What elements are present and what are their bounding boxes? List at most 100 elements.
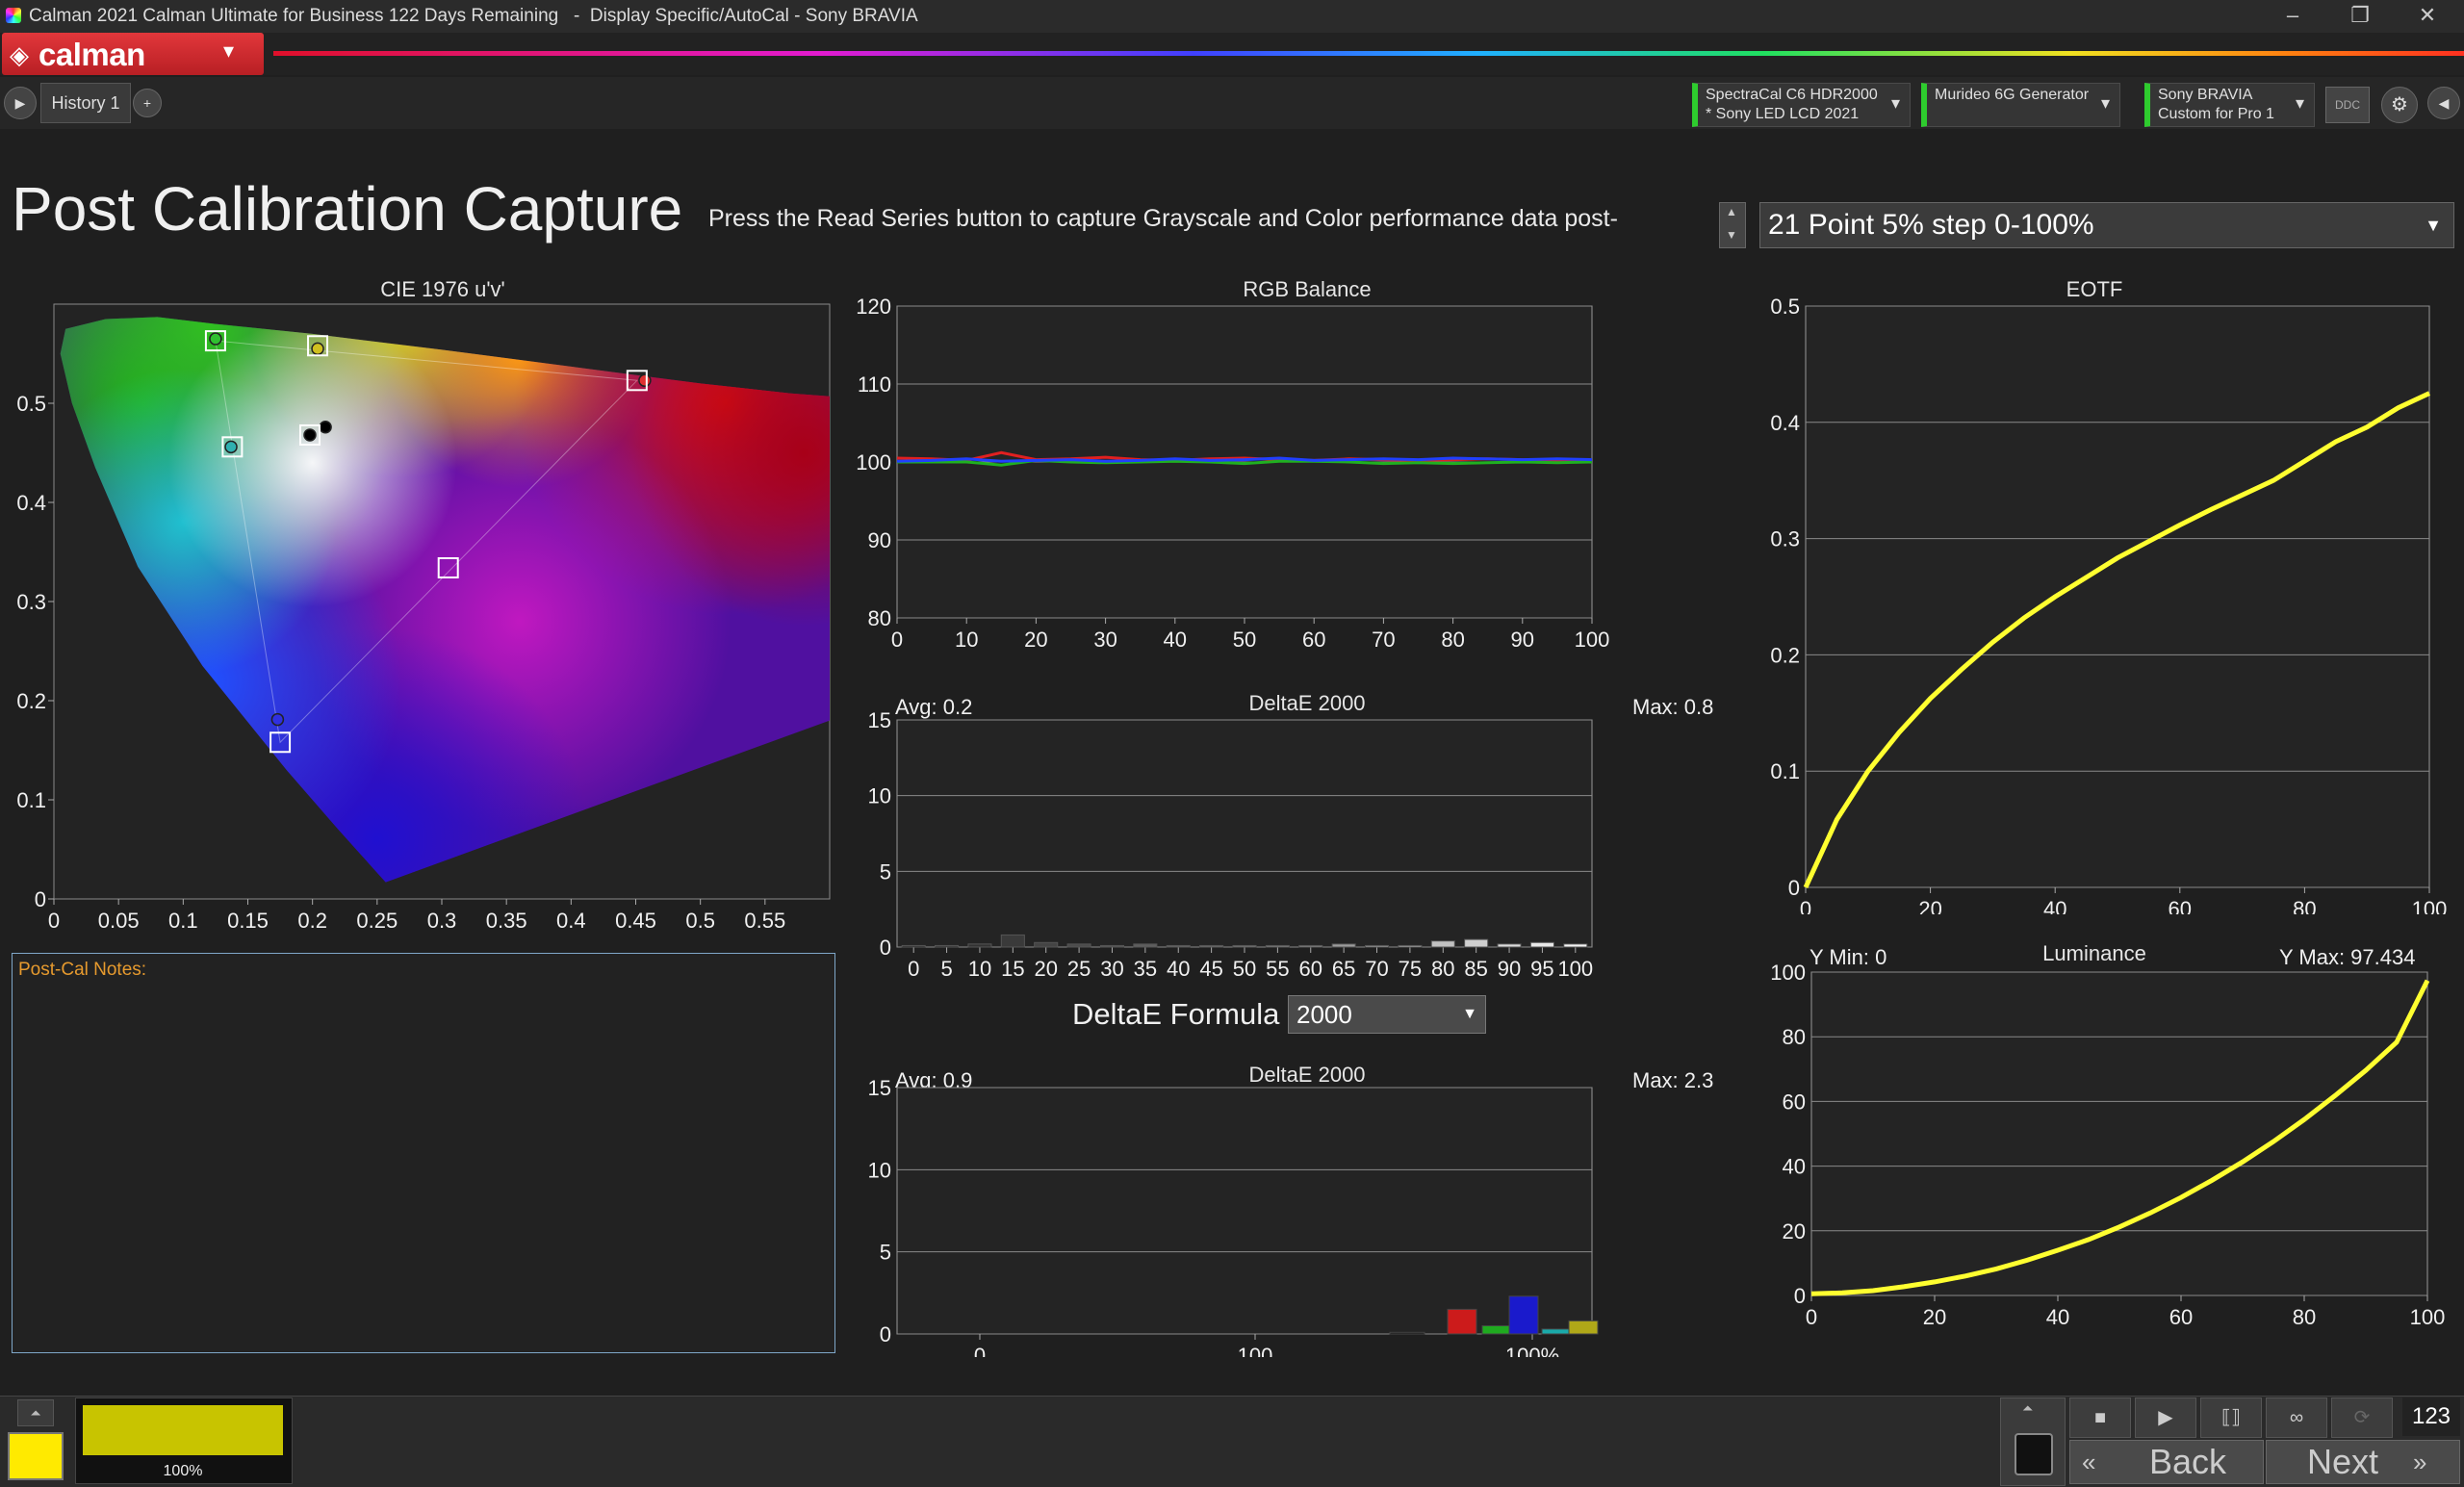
restore-icon[interactable]: ❐ [2350, 3, 2370, 27]
x-tick-label: 35 [1134, 957, 1157, 981]
add-tab-button[interactable]: + [133, 89, 162, 117]
post-cal-notes[interactable]: Post-Cal Notes: [12, 953, 835, 1353]
x-tick-label: 40 [2046, 1305, 2069, 1329]
rainbow-strip [273, 51, 2464, 56]
x-tick-label: 70 [1365, 957, 1388, 981]
read-series-icon[interactable]: ⟦⟧ [2200, 1397, 2262, 1438]
next-button[interactable]: Next » [2266, 1440, 2460, 1484]
series-line [896, 456, 1593, 463]
arrow-up-icon[interactable]: ▲ [1726, 205, 1737, 218]
x-tick-label: 60 [2169, 897, 2192, 914]
device-line1: Sony BRAVIA [2158, 87, 2253, 103]
x-tick-label: 0.05 [98, 909, 140, 933]
gear-icon[interactable]: ⚙ [2381, 87, 2418, 123]
chevron-up-icon: ⏶ [2022, 1400, 2034, 1416]
minimize-icon[interactable]: – [2286, 3, 2299, 27]
deltae-bar [901, 944, 926, 948]
meter-device-selector[interactable]: SpectraCal C6 HDR2000 * Sony LED LCD 202… [1692, 83, 1911, 127]
x-tick-label: 20 [1918, 897, 1941, 914]
x-tick-label: 40 [1164, 628, 1187, 652]
target-square [270, 731, 292, 754]
x-tick-label: 40 [1167, 957, 1190, 981]
y-tick-label: 5 [880, 1241, 891, 1265]
x-tick-label: 0 [1806, 1305, 1817, 1329]
x-tick-label: 60 [1302, 628, 1325, 652]
deltae-grayscale-max: Max: 0.8 [1632, 695, 1714, 719]
continuous-icon[interactable]: ∞ [2266, 1397, 2327, 1438]
tab-history[interactable]: History 1 [40, 83, 131, 123]
target-square [204, 330, 226, 352]
collapse-left-icon[interactable]: ◀ [2427, 87, 2460, 119]
y-tick-label: 0.5 [16, 392, 46, 416]
deltae-color-max: Max: 2.3 [1632, 1068, 1714, 1092]
x-tick-label: 30 [1100, 957, 1123, 981]
series-select-value: 21 Point 5% step 0-100% [1768, 209, 2094, 241]
app-icon [6, 8, 21, 23]
x-tick-label: 60 [2169, 1305, 2193, 1329]
arrow-down-icon[interactable]: ▼ [1726, 228, 1737, 242]
eotf-chart: 0 0.1 0.2 0.3 0.4 0.5 0 20 40 60 80 100 [1770, 295, 2447, 914]
x-tick-label: 0.35 [486, 909, 527, 933]
series-line [1803, 391, 2431, 889]
x-tick-label: 0 [48, 909, 60, 933]
refresh-icon[interactable]: ⟳ [2331, 1397, 2393, 1438]
x-tick-label: 0.55 [744, 909, 785, 933]
y-tick-label: 100 [1770, 961, 1806, 985]
calman-logo-icon: ◈ [10, 40, 29, 69]
ddc-icon[interactable]: DDC [2325, 87, 2370, 123]
rgb-balance-title: RGB Balance [1243, 277, 1372, 301]
y-tick-label: 10 [868, 1158, 891, 1182]
cie-chart-title: CIE 1976 u'v' [380, 277, 505, 301]
y-tick-label: 20 [1783, 1219, 1806, 1243]
plot-area [896, 719, 1593, 948]
luminance-ymax: Y Max: 97.434 [2279, 945, 2416, 969]
x-tick-label: 100% [1505, 1344, 1559, 1357]
x-tick-label: 100 [2410, 1305, 2446, 1329]
title-bar: Calman 2021 Calman Ultimate for Business… [0, 0, 2464, 34]
x-tick-label: 5 [940, 957, 952, 981]
x-tick-label: 60 [1299, 957, 1322, 981]
x-tick-label: 80 [2293, 897, 2316, 914]
play-icon[interactable]: ▶ [2135, 1397, 2196, 1438]
next-label: Next [2307, 1442, 2379, 1481]
deltae-bar [1331, 943, 1356, 948]
y-tick-label: 0.2 [1770, 643, 1800, 667]
y-tick-label: 5 [880, 859, 891, 884]
chevron-right-icon: » [2413, 1448, 2427, 1476]
x-tick-label: 70 [1372, 628, 1395, 652]
deltae-bar [1447, 1308, 1477, 1335]
generator-device-selector[interactable]: Murideo 6G Generator ▾ [1921, 83, 2120, 127]
x-tick-label: 10 [968, 957, 991, 981]
display-device-selector[interactable]: Sony BRAVIA Custom for Pro 1 ▾ [2144, 83, 2315, 127]
stop-icon[interactable]: ■ [2069, 1397, 2131, 1438]
y-tick-label: 15 [868, 1076, 891, 1100]
close-icon[interactable]: ✕ [2418, 3, 2437, 27]
back-button[interactable]: « Back [2069, 1440, 2264, 1484]
x-tick-label: 0.3 [427, 909, 457, 933]
x-tick-label: 90 [1511, 628, 1534, 652]
x-tick-label: 0 [1800, 897, 1811, 914]
series-select[interactable]: 21 Point 5% step 0-100% ▼ [1759, 202, 2454, 248]
chevron-down-icon: ▾ [2100, 93, 2110, 113]
chevron-left-icon: « [2082, 1448, 2096, 1476]
calman-menu-button[interactable]: ◈ calman ▾ [2, 33, 264, 75]
target-square [437, 556, 459, 578]
target-square [307, 335, 329, 357]
x-tick-label: 0.1 [168, 909, 198, 933]
measured-point [224, 440, 238, 454]
play-icon[interactable]: ▶ [4, 87, 37, 119]
x-tick-label: 15 [1001, 957, 1024, 981]
series-spinner[interactable]: ▲ ▼ [1719, 202, 1746, 248]
deltae-bar [1568, 1320, 1599, 1335]
deltae-bar [1464, 938, 1489, 948]
x-tick-label: 0.45 [615, 909, 656, 933]
y-tick-label: 60 [1783, 1090, 1806, 1114]
y-tick-label: 120 [856, 295, 891, 319]
y-tick-label: 0.1 [1770, 759, 1800, 783]
mode-button[interactable]: ⏶ [2000, 1397, 2066, 1486]
x-tick-label: 75 [1399, 957, 1422, 981]
deltae-formula-select[interactable]: 2000 ▼ [1288, 995, 1486, 1034]
y-tick-label: 0.3 [1770, 527, 1800, 551]
swatch-up-icon[interactable]: ⏶ [17, 1399, 54, 1426]
deltae-bar [1034, 941, 1059, 948]
